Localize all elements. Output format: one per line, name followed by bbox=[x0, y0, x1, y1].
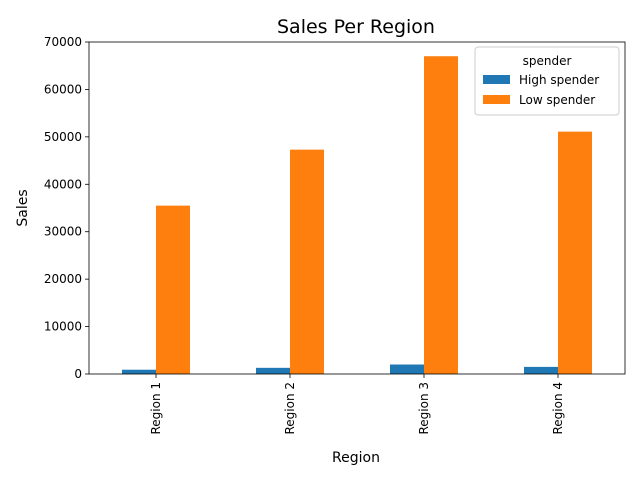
legend-box bbox=[474, 46, 620, 116]
bar-high-spender-1 bbox=[122, 369, 156, 374]
chart-title: Sales Per Region bbox=[277, 16, 435, 38]
x-tick-label: Region 2 bbox=[283, 382, 297, 435]
y-tick-label: 70000 bbox=[44, 35, 82, 49]
y-tick-label: 60000 bbox=[44, 82, 82, 96]
x-axis-label: Region bbox=[332, 450, 380, 466]
y-axis-label: Sales bbox=[15, 189, 31, 226]
legend-swatch bbox=[483, 95, 510, 104]
plot-area: 0 10000 20000 30000 40000 50000 60000 70000 Regi… bbox=[44, 35, 626, 435]
y-tick-label: 10000 bbox=[44, 320, 82, 334]
bar-high-spender-3 bbox=[390, 364, 424, 374]
bar-low-spender-1 bbox=[156, 205, 190, 374]
bar-low-spender-3 bbox=[424, 56, 458, 374]
legend-swatch bbox=[483, 75, 510, 84]
x-tick-label: Region 3 bbox=[417, 382, 431, 435]
legend-entry: High spender bbox=[519, 73, 599, 87]
legend-title: spender bbox=[523, 54, 572, 68]
x-tick-label: Region 1 bbox=[149, 382, 163, 435]
axes-frame bbox=[88, 41, 626, 375]
y-tick-label: 20000 bbox=[44, 272, 82, 286]
y-tick-label: 40000 bbox=[44, 177, 82, 191]
y-tick-label: 30000 bbox=[44, 225, 82, 239]
y-tick-label: 0 bbox=[74, 367, 82, 381]
bar-high-spender-2 bbox=[256, 367, 290, 374]
legend-entry: Low spender bbox=[519, 93, 595, 107]
x-tick-label: Region 4 bbox=[551, 382, 565, 435]
legend: spender High spender Low spender bbox=[474, 46, 620, 116]
bar-high-spender-4 bbox=[524, 366, 558, 374]
bar-low-spender-4 bbox=[558, 131, 592, 374]
y-tick-label: 50000 bbox=[44, 130, 82, 144]
bar-low-spender-2 bbox=[290, 149, 324, 374]
